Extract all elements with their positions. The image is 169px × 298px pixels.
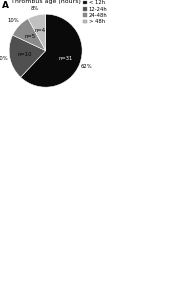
- Text: n=10: n=10: [18, 52, 32, 57]
- Text: n=4: n=4: [35, 28, 46, 33]
- Wedge shape: [9, 35, 46, 77]
- Text: 10%: 10%: [8, 18, 19, 23]
- Text: 8%: 8%: [31, 6, 39, 11]
- Wedge shape: [21, 14, 82, 87]
- Title: Thrombus age (hours): Thrombus age (hours): [11, 0, 81, 4]
- Text: A: A: [2, 1, 9, 10]
- Text: n=31: n=31: [58, 56, 73, 61]
- Wedge shape: [28, 14, 46, 51]
- Wedge shape: [13, 19, 46, 51]
- Text: 62%: 62%: [81, 64, 92, 69]
- Text: n=5: n=5: [25, 34, 36, 39]
- Text: 20%: 20%: [0, 56, 8, 61]
- Legend: < 12h, 12-24h, 24-48h, > 48h: < 12h, 12-24h, 24-48h, > 48h: [83, 0, 107, 24]
